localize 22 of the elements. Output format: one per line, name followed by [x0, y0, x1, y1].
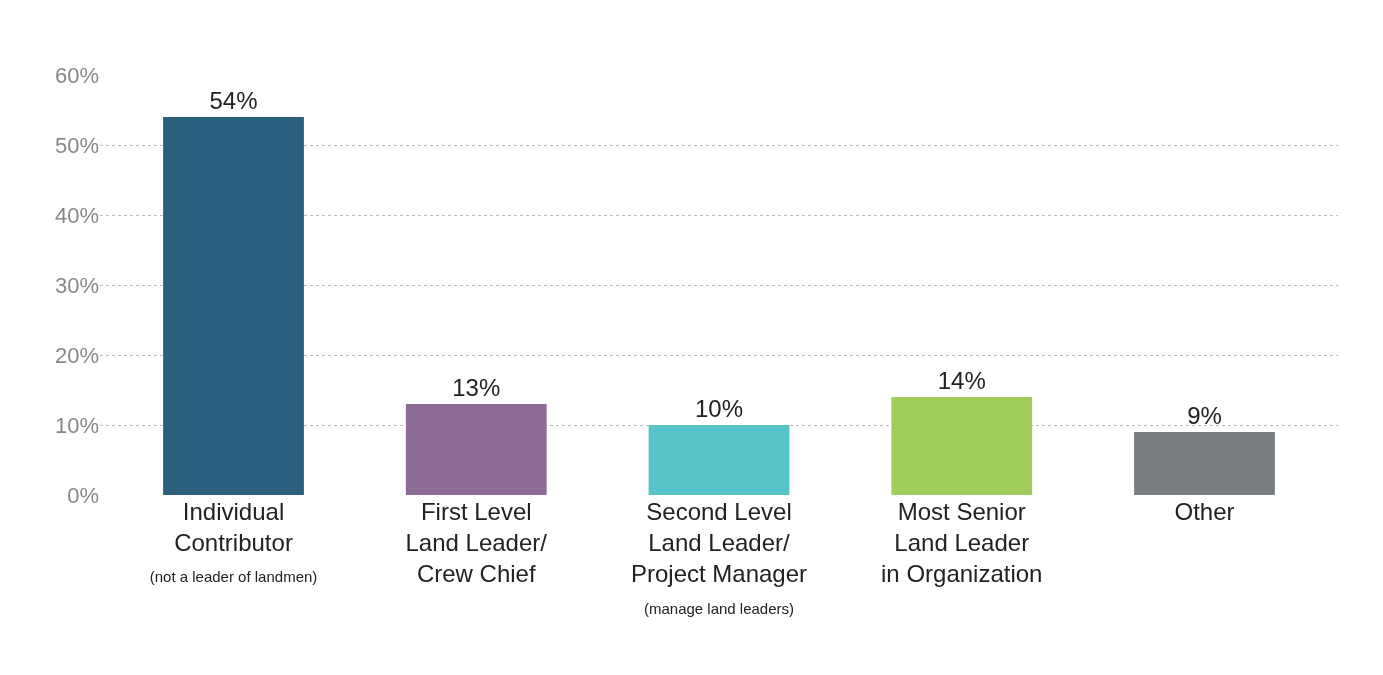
- data-label: 10%: [694, 395, 744, 422]
- y-tick-label: 60%: [54, 62, 99, 88]
- data-label: 9%: [1187, 402, 1222, 429]
- x-tick-label: Second Level Land Leader/ Project Manager (manage land leaders): [630, 498, 808, 617]
- bar: [405, 404, 547, 495]
- x-tick-label: First Level Land Leader/ Crew Chief: [405, 498, 548, 588]
- x-tick-label: Most Senior Land Leader in Organization: [881, 498, 1043, 588]
- y-tick-label: 50%: [54, 132, 99, 158]
- x-tick-label: Individual Contributor (not a leader of landmen): [149, 498, 318, 586]
- bar: [648, 425, 790, 495]
- data-label: 13%: [452, 374, 501, 401]
- y-tick-label: 40%: [54, 202, 99, 228]
- data-label: 14%: [937, 367, 986, 394]
- bar: [163, 117, 304, 495]
- bar: [1134, 432, 1275, 495]
- y-tick-label: 10%: [54, 412, 99, 438]
- y-tick-label: 30%: [54, 272, 99, 298]
- y-tick-label: 20%: [54, 342, 99, 368]
- bar: [891, 397, 1033, 495]
- x-tick-label: Other: [1174, 498, 1235, 525]
- y-tick-label: 0%: [67, 482, 99, 508]
- data-label: 54%: [209, 87, 258, 114]
